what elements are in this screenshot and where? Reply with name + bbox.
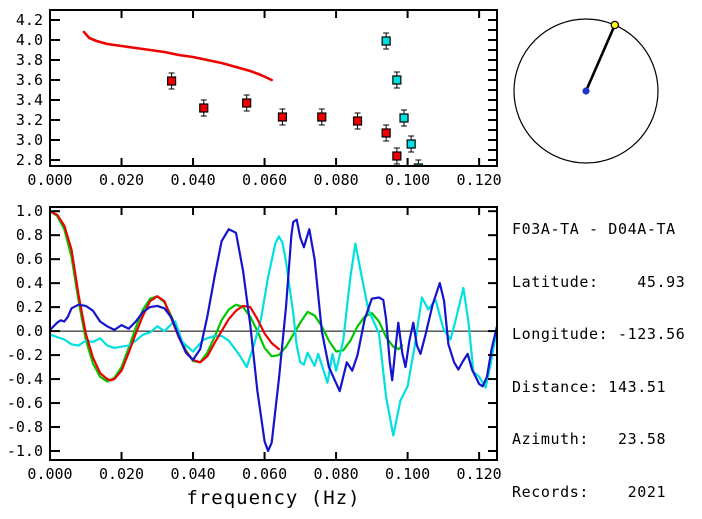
- y-tick-label: 0.8: [16, 226, 43, 244]
- y-tick-label: 3.4: [16, 91, 43, 109]
- y-tick-label: 3.0: [16, 131, 43, 149]
- records-line: Records: 2021: [512, 482, 667, 501]
- y-tick-label: 3.8: [16, 51, 43, 69]
- plot-frame: [49, 9, 498, 167]
- trace-blue-curve: [50, 218, 497, 453]
- y-tick-label: 4.0: [16, 31, 43, 49]
- x-tick-label: 0.080: [314, 465, 359, 483]
- y-tick-label: -0.2: [7, 346, 43, 364]
- y-tick-label: 4.2: [16, 11, 43, 29]
- waveforms-data: [50, 210, 497, 453]
- dispersion-data: [82, 30, 423, 166]
- y-tick-label: 0.6: [16, 250, 43, 268]
- azimuth-circle: [513, 18, 659, 164]
- x-tick-label: 0.020: [99, 171, 144, 189]
- measured-velocity-red-marker: [381, 128, 391, 138]
- trace-green-curve: [50, 210, 404, 383]
- x-tick-label: 0.060: [242, 465, 287, 483]
- x-tick-label: 0.000: [27, 171, 72, 189]
- station-azimuth-dot: [610, 20, 620, 30]
- x-tick-label: 0.060: [242, 171, 287, 189]
- x-tick-label: 0.040: [170, 465, 215, 483]
- x-tick-label: 0.120: [457, 465, 502, 483]
- measured-velocity-red-marker: [277, 112, 288, 122]
- measured-velocity-red-marker: [242, 98, 252, 108]
- measured-velocity-cyan-marker: [381, 36, 391, 46]
- y-tick-label: -0.8: [7, 418, 43, 436]
- measured-velocity-cyan-marker: [406, 139, 416, 149]
- plot-frame: [49, 206, 498, 461]
- y-tick-label: 0.4: [16, 274, 43, 292]
- waveforms-plot: 0.000 0.020 0.040 0.060 0.080 0.100 0.120 -1.0 -…: [7, 202, 502, 509]
- measured-velocity-cyan-marker: [392, 75, 402, 85]
- y-tick-label: 0.0: [16, 322, 43, 340]
- x-tick-label: 0.080: [314, 171, 359, 189]
- station-pair-title: F03A-TA - D04A-TA: [512, 220, 676, 238]
- reference-dispersion-curve-curve: [82, 30, 274, 82]
- y-tick-label: -0.6: [7, 394, 43, 412]
- y-tick-label: -0.4: [7, 370, 43, 388]
- azimuth-dial: [513, 18, 659, 164]
- distance-line: Distance: 143.51: [512, 377, 667, 396]
- y-tick-label: -1.0: [7, 442, 43, 460]
- azimuth-line: Azimuth: 23.58: [512, 430, 667, 448]
- x-tick-label: 0.040: [170, 171, 215, 189]
- y-tick-label: 3.2: [16, 111, 43, 129]
- longitude-line: Longitude: -123.56: [512, 325, 686, 343]
- x-tick-label: 0.100: [385, 171, 430, 189]
- station-info-panel: F03A-TA - D04A-TA Latitude: 45.93 Longit…: [512, 186, 685, 519]
- trace-red-curve: [50, 210, 280, 382]
- x-tick-label: 0.020: [99, 465, 144, 483]
- latitude-line: Latitude: 45.93: [512, 272, 686, 291]
- azimuth-needle: [584, 24, 616, 92]
- measured-velocity-red-marker: [392, 151, 402, 161]
- measured-velocity-red-marker: [352, 116, 363, 126]
- x-axis-title: frequency (Hz): [186, 487, 360, 509]
- y-tick-label: 2.8: [16, 151, 43, 169]
- measured-velocity-cyan-marker: [399, 113, 409, 123]
- measured-velocity-red-marker: [166, 76, 177, 86]
- y-tick-label: 3.6: [16, 71, 43, 89]
- trace-cyan-curve: [50, 235, 497, 437]
- dispersion-plot: 0.000 0.020 0.040 0.060 0.080 0.100 0.120 2.8 3.…: [16, 9, 502, 189]
- x-tick-label: 0.120: [457, 171, 502, 189]
- measured-velocity-red-marker: [317, 112, 327, 122]
- measured-velocity-red-marker: [199, 103, 209, 113]
- y-tick-label: 1.0: [16, 202, 43, 220]
- x-tick-label: 0.100: [385, 465, 430, 483]
- y-tick-label: 0.2: [16, 298, 43, 316]
- x-tick-label: 0.000: [27, 465, 72, 483]
- station-center-dot: [582, 87, 590, 95]
